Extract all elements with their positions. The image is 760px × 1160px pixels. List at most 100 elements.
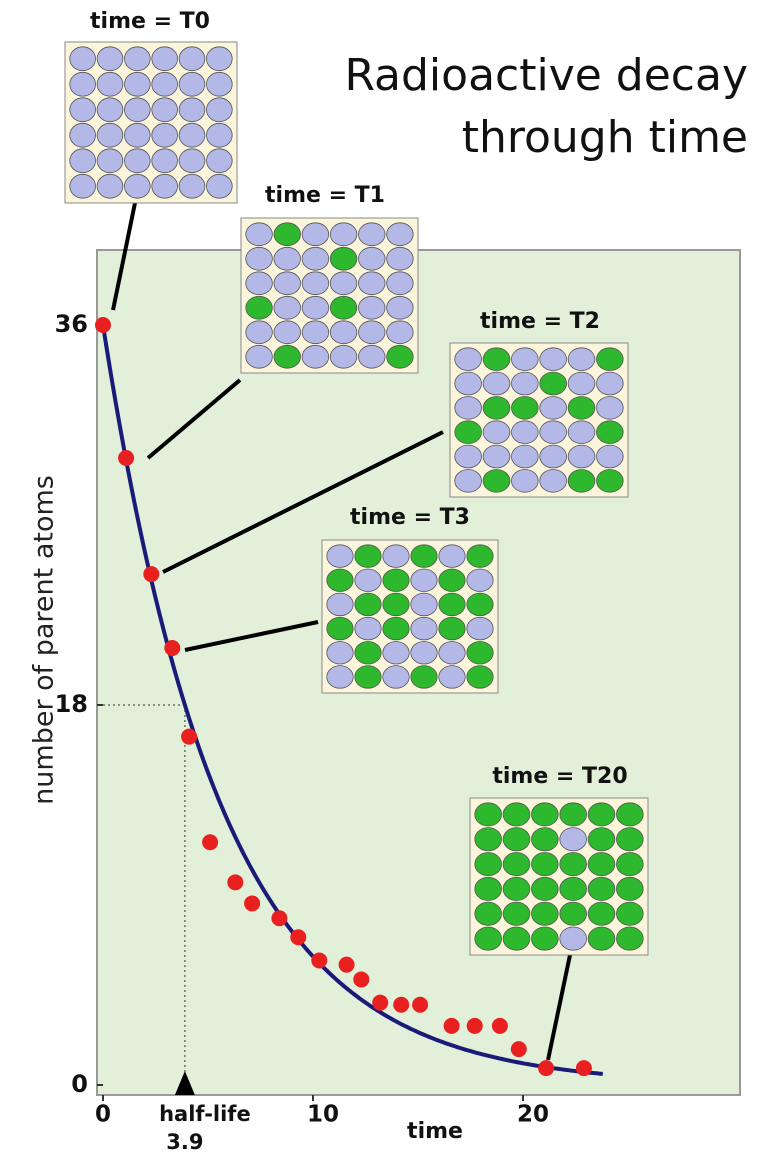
atom — [474, 876, 502, 901]
atom — [273, 320, 301, 345]
atom — [410, 641, 438, 665]
atom — [482, 396, 511, 420]
atom — [587, 827, 616, 852]
inset-connector — [146, 378, 242, 460]
atom — [354, 616, 382, 641]
data-point — [575, 1060, 592, 1077]
atom — [96, 173, 124, 199]
atom — [301, 222, 330, 247]
atom — [482, 347, 511, 371]
atom — [438, 568, 466, 592]
atom — [531, 802, 559, 827]
atom — [482, 444, 511, 469]
atom — [438, 665, 466, 689]
atom — [245, 295, 273, 320]
atom — [454, 371, 482, 396]
inset-connector — [184, 620, 319, 652]
atom — [151, 46, 178, 72]
atom — [329, 222, 358, 247]
atom — [454, 347, 482, 371]
atom — [454, 420, 482, 444]
atom — [329, 320, 358, 345]
x-tick-label: 0 — [95, 1102, 111, 1128]
atom — [567, 420, 596, 444]
data-point — [143, 566, 160, 583]
atom — [410, 616, 438, 641]
atom — [358, 222, 386, 247]
atom — [567, 469, 596, 493]
atom — [559, 827, 587, 852]
y-tick-label: 36 — [55, 310, 88, 338]
atom — [474, 802, 502, 827]
atom — [511, 420, 539, 444]
atom — [502, 827, 531, 852]
atom — [382, 665, 410, 689]
atom — [482, 371, 511, 396]
atom — [382, 592, 410, 617]
atom — [96, 148, 124, 174]
atom — [178, 97, 206, 123]
atom — [326, 568, 354, 592]
atom — [178, 46, 206, 72]
atom — [326, 665, 354, 689]
inset-label: time = T1 — [265, 183, 385, 208]
inset-box — [321, 539, 499, 694]
atom — [587, 802, 616, 827]
atom — [151, 97, 178, 123]
atom — [329, 295, 358, 320]
atom — [531, 876, 559, 901]
atom — [616, 827, 644, 852]
atom — [410, 665, 438, 689]
y-tick-label: 18 — [55, 690, 88, 718]
atom — [559, 876, 587, 901]
atom — [502, 926, 531, 951]
atom — [245, 344, 273, 369]
atom — [466, 568, 494, 592]
atom — [151, 122, 178, 148]
atom — [567, 444, 596, 469]
atom — [502, 876, 531, 901]
atom — [124, 173, 151, 199]
atom — [502, 901, 531, 926]
atom — [474, 926, 502, 951]
atom — [454, 444, 482, 469]
data-point — [271, 910, 288, 927]
x-axis-label: time — [407, 1119, 463, 1144]
atom — [124, 148, 151, 174]
inset-connector — [111, 202, 137, 311]
atom — [386, 246, 414, 271]
atom — [616, 901, 644, 926]
atom — [454, 469, 482, 493]
atom — [559, 901, 587, 926]
atom — [326, 592, 354, 617]
atom — [354, 641, 382, 665]
atom — [511, 347, 539, 371]
atom — [206, 71, 233, 97]
atom — [466, 616, 494, 641]
atom — [69, 122, 96, 148]
atom — [329, 246, 358, 271]
atom — [596, 396, 624, 420]
atom — [410, 568, 438, 592]
atom — [567, 396, 596, 420]
atom — [474, 901, 502, 926]
atom — [502, 802, 531, 827]
atom — [301, 344, 330, 369]
data-point — [95, 317, 111, 333]
data-point — [244, 895, 261, 912]
data-point — [353, 971, 370, 988]
x-tick-label: 20 — [517, 1102, 549, 1128]
atom — [616, 876, 644, 901]
atom — [301, 271, 330, 296]
x-tick-label: 10 — [307, 1102, 339, 1128]
atom — [69, 46, 96, 72]
atom — [151, 173, 178, 199]
atom — [206, 148, 233, 174]
data-point — [338, 956, 355, 973]
atom — [539, 469, 567, 493]
atom — [539, 347, 567, 371]
atom — [466, 641, 494, 665]
atom — [151, 148, 178, 174]
data-point — [538, 1060, 555, 1077]
atom — [386, 222, 414, 247]
